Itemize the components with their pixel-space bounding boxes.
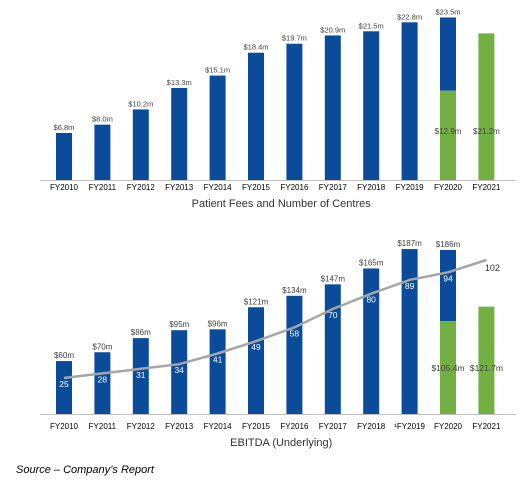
ebitda-value-label: $95m <box>169 320 189 329</box>
patient-fees-bar <box>132 109 149 180</box>
ebitda-tick-label: FY2018 <box>357 422 386 431</box>
patient-fees-bar <box>56 132 72 180</box>
patient-fees-tick-label: FY2018 <box>357 183 386 192</box>
ebitda-bar-label-fy2020-split: $105.4m <box>431 363 464 373</box>
ebitda-centres-label: 31 <box>136 370 146 380</box>
ebitda-value-label: $60m <box>54 351 74 360</box>
ebitda-tick-label: FY2010 <box>50 422 79 431</box>
patient-fees-value-label: $19.7m <box>282 34 307 43</box>
patient-fees-value-label: $15.1m <box>205 66 230 75</box>
ebitda-value-label: $187m <box>397 239 422 248</box>
patient-fees-tick-label: FY2019 <box>396 183 425 192</box>
ebitda-centres-label: 89 <box>405 281 415 291</box>
ebitda-value-label: $134m <box>282 286 307 295</box>
ebitda-value-label: $70m <box>92 342 112 351</box>
patient-fees-bar <box>94 124 111 180</box>
ebitda-title: EBITDA (Underlying) <box>230 437 332 449</box>
ebitda-bar-fy2020-top <box>440 249 456 322</box>
ebitda-value-label: $165m <box>359 258 384 267</box>
ebitda-tick-label: FY2014 <box>204 422 233 431</box>
ebitda-centres-label: 41 <box>213 354 223 364</box>
patient-fees-value-label: $20.9m <box>320 25 345 34</box>
patient-fees-tick-label: FY2020 <box>434 183 463 192</box>
patient-fees-bar-fy2020-top <box>440 17 456 91</box>
patient-fees-tick-label: FY2021 <box>472 183 501 192</box>
ebitda-centres-line <box>63 258 487 380</box>
ebitda-centres-label: 25 <box>59 379 69 389</box>
patient-fees-value-label: $21.5m <box>359 21 384 30</box>
patient-fees-bar-label-fy2021: $21.2m <box>473 127 500 136</box>
ebitda-centres-label: 58 <box>290 328 300 338</box>
patient-fees-tick-label: FY2014 <box>204 183 233 192</box>
ebitda-centres-label: 28 <box>98 374 108 384</box>
patient-fees-bar-fy2020-bottom <box>440 90 456 180</box>
ebitda-centres-label: 70 <box>328 310 338 320</box>
ebitda-tick-label: FY2021 <box>472 422 501 431</box>
patient-fees-value-label: $6.8m <box>54 123 75 132</box>
ebitda-tick-label: ¹FY2019 <box>394 422 425 431</box>
patient-fees-bar <box>401 22 418 180</box>
ebitda-value-label: $86m <box>131 328 151 337</box>
ebitda-bar <box>324 284 341 414</box>
patient-fees-tick-label: FY2010 <box>50 183 79 192</box>
ebitda-value-label: $121m <box>244 297 269 306</box>
ebitda-bar <box>132 338 149 414</box>
patient-fees-tick-label: FY2012 <box>127 183 156 192</box>
patient-fees-value-label: $22.8m <box>397 12 422 21</box>
ebitda-bar <box>94 352 111 414</box>
ebitda-value-label: $96m <box>208 319 228 328</box>
ebitda-bar <box>248 307 264 414</box>
ebitda-tick-label: FY2020 <box>434 422 463 431</box>
patient-fees-tick-label: FY2015 <box>242 183 271 192</box>
ebitda-bar <box>286 295 303 414</box>
patient-fees-bar <box>286 43 303 180</box>
ebitda-bar-fy2020-bottom <box>440 321 456 414</box>
ebitda-bar-fy2021 <box>478 306 495 414</box>
ebitda-bar <box>209 329 226 414</box>
patient-fees-bar <box>171 88 188 180</box>
patient-fees-tick-label: FY2011 <box>89 183 117 192</box>
patient-fees-value-label: $8.0m <box>92 115 113 124</box>
ebitda-tick-label: FY2015 <box>242 422 271 431</box>
source-note: Source – Company’s Report <box>16 464 154 476</box>
patient-fees-value-label: $13.3m <box>167 78 192 87</box>
ebitda-centres-label: 102 <box>485 263 500 273</box>
ebitda-value-label: $186m <box>436 240 461 249</box>
patient-fees-tick-label: FY2017 <box>319 183 348 192</box>
patient-fees-bar <box>324 35 341 180</box>
ebitda-centres-label: 80 <box>366 295 376 305</box>
ebitda-bar <box>56 361 72 414</box>
patient-fees-tick-label: FY2013 <box>165 183 194 192</box>
patient-fees-bar <box>209 75 226 180</box>
ebitda-tick-label: FY2013 <box>165 422 194 431</box>
ebitda-bar <box>363 268 380 414</box>
ebitda-bar-label-fy2021: $121.7m <box>470 363 503 373</box>
patient-fees-bar-label-fy2020-split: $12.9m <box>435 127 462 136</box>
patient-fees-tick-label: FY2016 <box>280 183 309 192</box>
ebitda-tick-label: FY2011 <box>89 422 117 431</box>
patient-fees-value-label: $10.2m <box>128 99 153 108</box>
patient-fees-bar <box>363 31 380 180</box>
ebitda-centres-label: 94 <box>443 273 453 283</box>
ebitda-centres-label: 34 <box>174 365 184 375</box>
ebitda-value-label: $147m <box>321 274 346 283</box>
ebitda-tick-label: FY2017 <box>319 422 348 431</box>
ebitda-bar <box>401 249 418 414</box>
patient-fees-title: Patient Fees and Number of Centres <box>192 198 372 210</box>
patient-fees-bar-fy2021 <box>478 33 495 180</box>
patient-fees-value-label: $18.4m <box>243 43 268 52</box>
patient-fees-value-label: $23.5m <box>435 7 460 16</box>
ebitda-tick-label: FY2012 <box>127 422 156 431</box>
ebitda-tick-label: FY2016 <box>280 422 309 431</box>
ebitda-bar <box>171 330 188 414</box>
ebitda-centres-label: 49 <box>251 342 261 352</box>
patient-fees-bar <box>248 52 264 180</box>
